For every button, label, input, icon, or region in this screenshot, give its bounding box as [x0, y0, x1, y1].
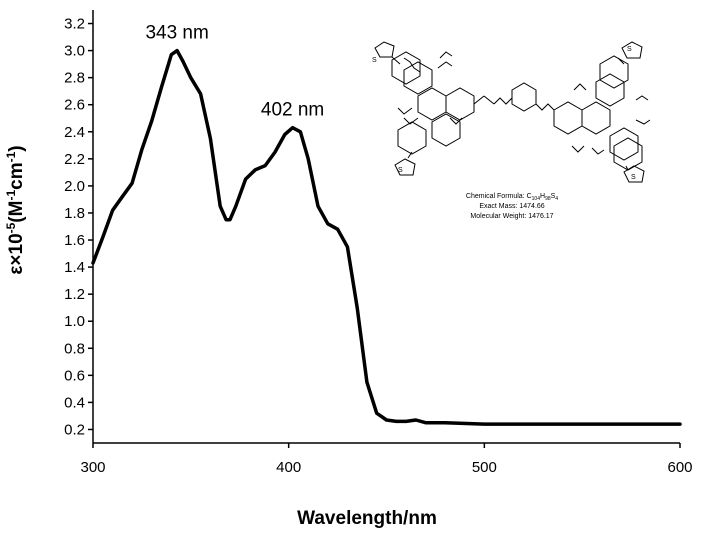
y-tick-label: 3.2	[64, 16, 85, 33]
left-core	[392, 52, 494, 154]
y-tick-label: 0.6	[64, 367, 85, 384]
chemical-formula: Chemical Formula: C104H98S4	[466, 193, 558, 202]
x-tick-label: 500	[472, 459, 497, 476]
y-tick-label: 2.6	[64, 97, 85, 114]
right-core	[554, 56, 650, 170]
molecular-weight: Molecular Weight: 1476.17	[470, 213, 553, 220]
x-tick-label: 600	[667, 459, 692, 476]
x-axis-title: Wavelength/nm	[297, 508, 437, 529]
y-tick-label: 1.4	[64, 259, 85, 276]
linker	[494, 83, 554, 111]
peak-annotation-343: 343 nm	[145, 23, 208, 44]
y-tick-label: 1.8	[64, 205, 85, 222]
x-ticks: 300 400 500 600	[80, 443, 692, 476]
y-tick-label: 2.2	[64, 151, 85, 168]
x-tick-label: 400	[276, 459, 301, 476]
y-tick-label: 1.0	[64, 313, 85, 330]
sulfur-label-bottom-right: S	[631, 174, 636, 181]
y-tick-label: 2.4	[64, 124, 85, 141]
y-tick-label: 2.0	[64, 178, 85, 195]
y-tick-label: 0.4	[64, 394, 85, 411]
y-tick-label: 3.0	[64, 43, 85, 60]
y-ticks: 0.2 0.4 0.6 0.8 1.0 1.2 1.4 1.6 1.8 2.0 2.2 2.4 2.6 2…	[64, 16, 93, 439]
sulfur-label-top-right: S	[627, 46, 632, 53]
sulfur-label-bottom-left: S	[398, 167, 403, 174]
y-axis-title: ε×10-5(M-1cm-1)	[4, 145, 27, 274]
peak-annotation-402: 402 nm	[261, 100, 324, 121]
thiophene-top-left	[375, 42, 400, 64]
y-tick-label: 2.8	[64, 70, 85, 87]
y-tick-label: 0.2	[64, 421, 85, 438]
molecule-structure-image	[375, 42, 650, 182]
absorption-series-line	[93, 51, 680, 425]
x-tick-label: 300	[80, 459, 105, 476]
y-tick-label: 1.2	[64, 286, 85, 303]
y-tick-label: 1.6	[64, 232, 85, 249]
sulfur-label-top-left: S	[372, 57, 377, 64]
exact-mass: Exact Mass: 1474.66	[479, 203, 544, 210]
y-tick-label: 0.8	[64, 340, 85, 357]
